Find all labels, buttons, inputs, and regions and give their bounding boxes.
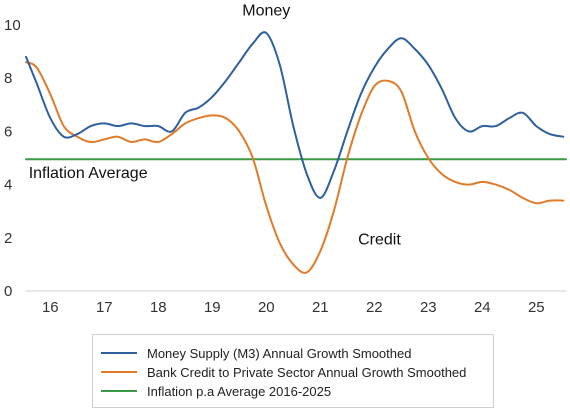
legend-item-money: Money Supply (M3) Annual Growth Smoothed — [101, 343, 411, 363]
legend-label-inflation: Inflation p.a Average 2016-2025 — [147, 383, 332, 399]
legend-swatch-credit — [101, 371, 137, 373]
x-tick-label: 24 — [474, 299, 491, 316]
series-line-credit — [25, 61, 565, 274]
x-tick-label: 17 — [96, 299, 113, 316]
x-tick-label: 20 — [258, 299, 275, 316]
y-axis-ticks: 0 2 4 6 8 10 — [4, 17, 21, 300]
y-tick-label: 6 — [4, 123, 12, 140]
x-tick-label: 25 — [528, 299, 545, 316]
x-tick-label: 21 — [312, 299, 329, 316]
x-tick-label: 16 — [42, 299, 59, 316]
annotation-inflation-average: Inflation Average — [29, 165, 148, 182]
x-tick-label: 19 — [204, 299, 221, 316]
legend-label-credit: Bank Credit to Private Sector Annual Gro… — [147, 364, 467, 380]
annotation-money: Money — [242, 3, 290, 20]
x-tick-label: 23 — [420, 299, 437, 316]
annotation-credit: Credit — [358, 231, 401, 248]
legend-item-inflation: Inflation p.a Average 2016-2025 — [101, 381, 331, 401]
legend-label-money: Money Supply (M3) Annual Growth Smoothed — [147, 345, 412, 361]
series-line-money — [25, 31, 565, 199]
y-tick-label: 0 — [4, 283, 12, 300]
legend: Money Supply (M3) Annual Growth Smoothed… — [92, 334, 494, 408]
y-tick-label: 8 — [4, 70, 12, 87]
y-tick-label: 10 — [4, 17, 21, 34]
x-tick-label: 18 — [150, 299, 167, 316]
annotations: Money Credit Inflation Average — [29, 3, 402, 249]
series-layer — [25, 31, 567, 274]
x-axis-ticks: 16 17 18 19 20 21 22 23 24 25 — [42, 299, 545, 316]
y-tick-label: 2 — [4, 230, 12, 247]
legend-swatch-money — [101, 352, 137, 354]
legend-item-credit: Bank Credit to Private Sector Annual Gro… — [101, 362, 466, 382]
y-tick-label: 4 — [4, 177, 12, 194]
x-tick-label: 22 — [366, 299, 383, 316]
legend-swatch-inflation — [101, 390, 137, 392]
